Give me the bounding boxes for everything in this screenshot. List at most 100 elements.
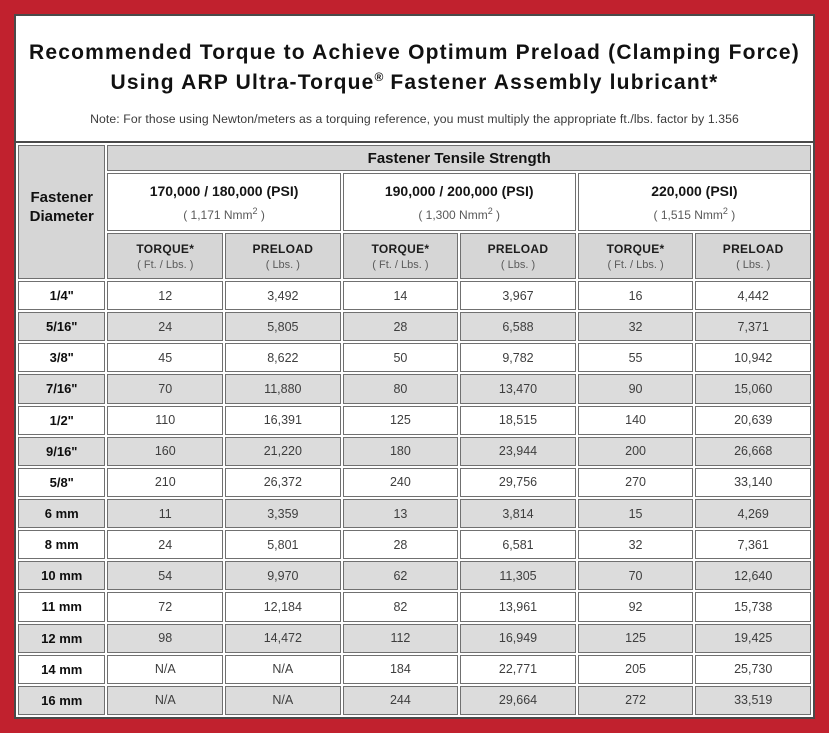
torque-value-cell: 62 xyxy=(342,561,459,591)
torque-value-cell: 28 xyxy=(342,530,459,560)
page-title-line1: Recommended Torque to Achieve Optimum Pr… xyxy=(29,41,800,64)
nmm-close: ) xyxy=(492,207,501,222)
tensile-strength-header: Fastener Tensile Strength xyxy=(107,145,811,171)
torque-value-cell: 205 xyxy=(577,654,694,684)
torque-value-cell: 210 xyxy=(107,467,224,497)
table-row: 14 mm N/A N/A 184 22,771 205 25,730 xyxy=(18,654,811,684)
torque-value-cell: 110 xyxy=(107,405,224,435)
nmm-superscript: 2 xyxy=(722,205,728,216)
table-row: 11 mm 72 12,184 82 13,961 92 15,738 xyxy=(18,592,811,622)
preload-value-cell: 29,664 xyxy=(460,685,576,715)
torque-value-cell: 28 xyxy=(342,312,459,342)
nmm-value: ( 1,171 Nmm xyxy=(183,207,253,222)
preload-value-cell: 20,639 xyxy=(695,405,811,435)
preload-value-cell: 6,581 xyxy=(460,530,576,560)
torque-value-cell: 72 xyxy=(107,592,224,622)
fastener-diameter-cell: 3/8" xyxy=(18,343,106,373)
torque-value-cell: 200 xyxy=(577,436,694,466)
preload-value-cell: 29,756 xyxy=(460,467,576,497)
torque-value-cell: 90 xyxy=(577,374,694,404)
torque-value-cell: 80 xyxy=(342,374,459,404)
fastener-diameter-cell: 10 mm xyxy=(18,561,106,591)
torque-table: Fastener Diameter Fastener Tensile Stren… xyxy=(16,141,813,717)
preload-value-cell: 23,944 xyxy=(460,436,576,466)
fastener-diameter-cell: 5/16" xyxy=(18,312,106,342)
torque-value-cell: 70 xyxy=(107,374,224,404)
psi-group-170-180: 170,000 / 180,000 (PSI) ( 1,171 Nmm2 ) xyxy=(107,173,341,231)
torque-label: TORQUE* xyxy=(371,241,430,256)
title-block: Recommended Torque to Achieve Optimum Pr… xyxy=(16,16,813,141)
preload-value-cell: 11,305 xyxy=(460,561,576,591)
fastener-diameter-cell: 6 mm xyxy=(18,498,106,529)
content-panel: Recommended Torque to Achieve Optimum Pr… xyxy=(14,14,815,719)
preload-value-cell: 6,588 xyxy=(460,312,576,342)
preload-value-cell: 9,970 xyxy=(225,561,341,591)
nmm-label: ( 1,171 Nmm2 ) xyxy=(108,206,339,222)
table-row: 5/16" 24 5,805 28 6,588 32 7,371 xyxy=(18,312,811,342)
preload-column-header: PRELOAD ( Lbs. ) xyxy=(460,233,576,279)
torque-value-cell: 70 xyxy=(577,561,694,591)
fastener-diameter-cell: 5/8" xyxy=(18,467,106,497)
preload-value-cell: 13,961 xyxy=(460,592,576,622)
preload-column-header: PRELOAD ( Lbs. ) xyxy=(695,233,811,279)
preload-value-cell: 19,425 xyxy=(695,623,811,653)
preload-value-cell: 12,184 xyxy=(225,592,341,622)
preload-value-cell: 21,220 xyxy=(225,436,341,466)
page-title-line2: Using ARP Ultra-Torque® Fastener Assembl… xyxy=(16,68,813,98)
torque-value-cell: 98 xyxy=(107,623,224,653)
preload-value-cell: 7,371 xyxy=(695,312,811,342)
fastener-diameter-cell: 1/2" xyxy=(18,405,106,435)
preload-unit: ( Lbs. ) xyxy=(265,258,300,271)
preload-value-cell: 8,622 xyxy=(225,343,341,373)
torque-value-cell: 24 xyxy=(107,530,224,560)
torque-label: TORQUE* xyxy=(136,241,195,256)
preload-value-cell: 4,269 xyxy=(695,498,811,529)
torque-value-cell: 125 xyxy=(577,623,694,653)
preload-value-cell: 25,730 xyxy=(695,654,811,684)
nmm-value: ( 1,515 Nmm xyxy=(653,207,723,222)
nmm-close: ) xyxy=(727,207,736,222)
torque-value-cell: 240 xyxy=(342,467,459,497)
torque-value-cell: N/A xyxy=(107,654,224,684)
torque-value-cell: 184 xyxy=(342,654,459,684)
preload-value-cell: 9,782 xyxy=(460,343,576,373)
title-line2-text-end: Fastener Assembly lubricant* xyxy=(383,71,719,95)
table-row: 1/4" 12 3,492 14 3,967 16 4,442 xyxy=(18,281,811,311)
preload-value-cell: 3,492 xyxy=(225,281,341,311)
torque-value-cell: 15 xyxy=(577,498,694,529)
torque-value-cell: 11 xyxy=(107,498,224,529)
torque-value-cell: N/A xyxy=(107,685,224,715)
preload-value-cell: 14,472 xyxy=(225,623,341,653)
fastener-diameter-header-line1: Fastener xyxy=(30,188,93,206)
preload-value-cell: 18,515 xyxy=(460,405,576,435)
psi-label: 170,000 / 180,000 (PSI) xyxy=(149,182,299,199)
preload-unit: ( Lbs. ) xyxy=(736,258,771,271)
preload-value-cell: 33,519 xyxy=(695,685,811,715)
preload-value-cell: 3,967 xyxy=(460,281,576,311)
torque-value-cell: 82 xyxy=(342,592,459,622)
conversion-note: Note: For those using Newton/meters as a… xyxy=(90,111,739,126)
preload-value-cell: N/A xyxy=(225,654,341,684)
nmm-superscript: 2 xyxy=(487,205,493,216)
preload-value-cell: 3,814 xyxy=(460,498,576,529)
fastener-diameter-cell: 8 mm xyxy=(18,530,106,560)
preload-value-cell: 15,738 xyxy=(695,592,811,622)
psi-label: 220,000 (PSI) xyxy=(651,182,738,199)
torque-value-cell: 160 xyxy=(107,436,224,466)
preload-value-cell: 15,060 xyxy=(695,374,811,404)
torque-value-cell: 13 xyxy=(342,498,459,529)
nmm-close: ) xyxy=(257,207,265,222)
torque-column-header: TORQUE* ( Ft. / Lbs. ) xyxy=(107,233,224,279)
preload-value-cell: 16,391 xyxy=(225,405,341,435)
fastener-diameter-cell: 12 mm xyxy=(18,623,106,653)
fastener-diameter-cell: 11 mm xyxy=(18,592,106,622)
torque-unit: ( Ft. / Lbs. ) xyxy=(372,258,429,271)
preload-unit: ( Lbs. ) xyxy=(500,258,536,271)
preload-value-cell: 11,880 xyxy=(225,374,341,404)
torque-value-cell: 50 xyxy=(342,343,459,373)
fastener-diameter-cell: 9/16" xyxy=(18,436,106,466)
preload-value-cell: 3,359 xyxy=(225,498,341,529)
fastener-diameter-cell: 16 mm xyxy=(18,685,106,715)
torque-value-cell: 16 xyxy=(577,281,694,311)
preload-value-cell: N/A xyxy=(225,685,341,715)
